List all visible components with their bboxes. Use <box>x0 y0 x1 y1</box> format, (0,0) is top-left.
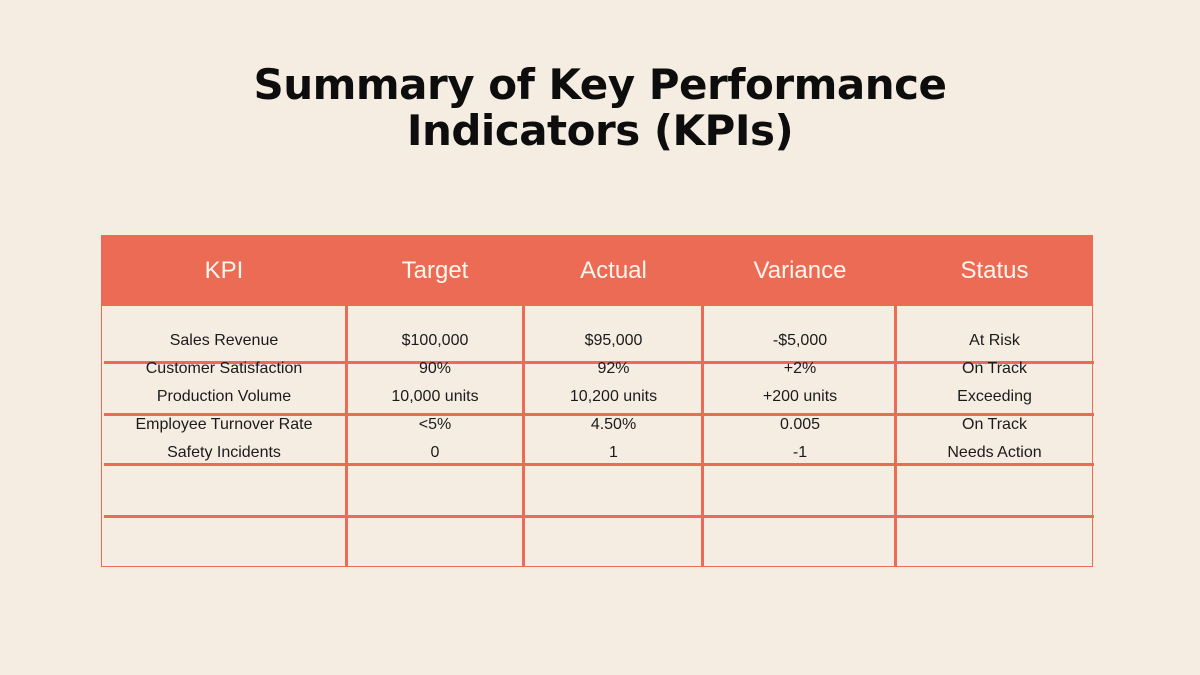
cell-status: Needs Action <box>947 444 1042 461</box>
header-status: Status <box>960 257 1029 284</box>
kpi-table: KPI Target Actual Variance Status Sales … <box>101 235 1094 567</box>
header-variance: Variance <box>753 257 847 284</box>
cell-actual: 4.50% <box>590 416 637 433</box>
cell-status: On Track <box>962 360 1027 377</box>
header-kpi: KPI <box>204 257 244 284</box>
cell-kpi: Production Volume <box>156 388 292 405</box>
row-divider <box>104 361 1094 364</box>
cell-variance: +2% <box>783 360 817 377</box>
row-divider <box>104 463 1094 466</box>
cell-actual: 92% <box>597 360 630 377</box>
cell-actual: 10,200 units <box>569 388 658 405</box>
column-divider <box>894 306 897 566</box>
header-actual: Actual <box>580 257 647 284</box>
cell-status: At Risk <box>969 332 1020 349</box>
cell-status: On Track <box>962 416 1027 433</box>
cell-target: $100,000 <box>401 332 469 349</box>
row-divider <box>104 515 1094 518</box>
cell-variance: -1 <box>792 444 808 461</box>
cell-target: 10,000 units <box>391 388 479 405</box>
cell-target: <5% <box>418 416 452 433</box>
column-divider <box>522 306 525 566</box>
header-target: Target <box>401 257 469 284</box>
cell-kpi: Employee Turnover Rate <box>135 416 313 433</box>
cell-actual: $95,000 <box>584 332 643 349</box>
table-header-row: KPI Target Actual Variance Status <box>102 236 1092 306</box>
cell-variance: -$5,000 <box>772 332 828 349</box>
cell-target: 0 <box>430 444 440 461</box>
cell-variance: +200 units <box>762 388 838 405</box>
cell-variance: 0.005 <box>779 416 821 433</box>
column-divider <box>345 306 348 566</box>
cell-actual: 1 <box>609 444 618 461</box>
row-divider <box>104 413 1094 416</box>
cell-kpi: Safety Incidents <box>167 444 281 461</box>
cell-kpi: Customer Satisfaction <box>145 360 303 377</box>
column-divider <box>701 306 704 566</box>
page-title-line-1: Summary of Key Performance <box>253 60 947 109</box>
cell-target: 90% <box>418 360 452 377</box>
page-title: Summary of Key Performance Indicators (K… <box>0 62 1200 154</box>
cell-status: Exceeding <box>957 388 1032 405</box>
page-title-line-2: Indicators (KPIs) <box>406 106 794 155</box>
cell-kpi: Sales Revenue <box>169 332 279 349</box>
